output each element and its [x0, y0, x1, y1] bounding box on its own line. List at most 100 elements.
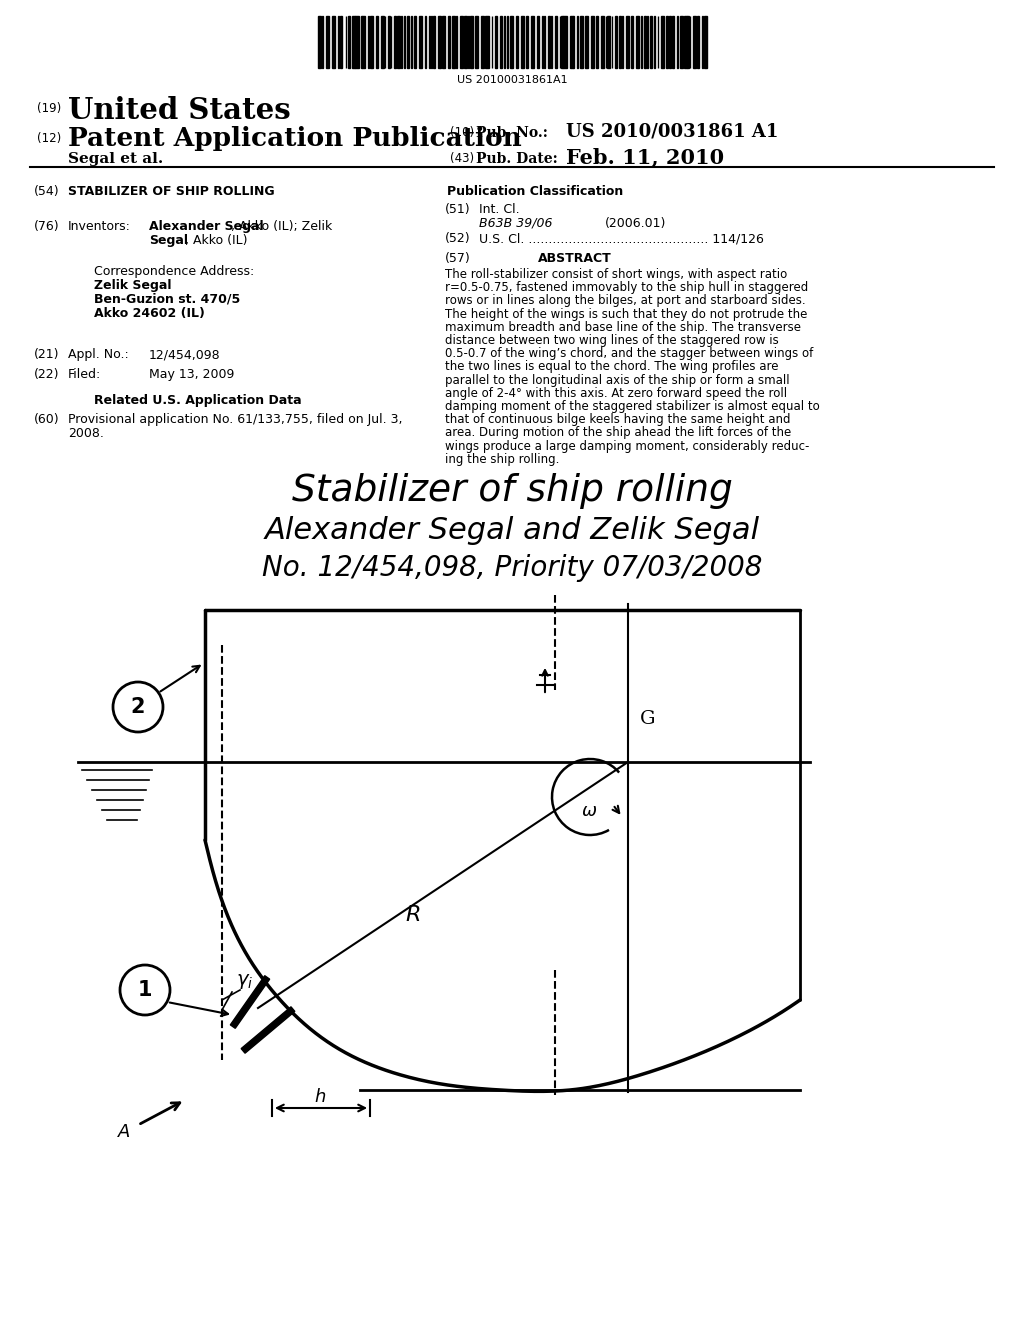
- Bar: [460, 16, 463, 69]
- Text: (57): (57): [445, 252, 471, 265]
- Text: area. During motion of the ship ahead the lift forces of the: area. During motion of the ship ahead th…: [445, 426, 792, 440]
- Text: US 20100031861A1: US 20100031861A1: [457, 75, 567, 84]
- Bar: [433, 16, 435, 69]
- Bar: [376, 16, 379, 69]
- Text: No. 12/454,098, Priority 07/03/2008: No. 12/454,098, Priority 07/03/2008: [262, 554, 762, 582]
- Text: G: G: [640, 710, 655, 729]
- Text: Int. Cl.: Int. Cl.: [479, 203, 519, 216]
- Text: Publication Classification: Publication Classification: [446, 185, 624, 198]
- Bar: [362, 16, 366, 69]
- Bar: [464, 16, 467, 69]
- Bar: [561, 16, 563, 69]
- Text: angle of 2-4° with this axis. At zero forward speed the roll: angle of 2-4° with this axis. At zero fo…: [445, 387, 787, 400]
- Text: 12/454,098: 12/454,098: [150, 348, 220, 360]
- Text: Filed:: Filed:: [68, 368, 101, 381]
- Text: Pub. No.:: Pub. No.:: [476, 125, 548, 140]
- Bar: [481, 16, 484, 69]
- Bar: [388, 16, 390, 69]
- Text: (12): (12): [37, 132, 61, 145]
- Bar: [618, 16, 621, 69]
- Bar: [627, 16, 629, 69]
- Bar: [650, 16, 652, 69]
- Text: Segal et al.: Segal et al.: [68, 152, 163, 166]
- Text: 2008.: 2008.: [68, 426, 103, 440]
- Text: The roll-stabilizer consist of short wings, with aspect ratio: The roll-stabilizer consist of short win…: [445, 268, 787, 281]
- Bar: [680, 16, 683, 69]
- Bar: [510, 16, 513, 69]
- Text: Provisional application No. 61/133,755, filed on Jul. 3,: Provisional application No. 61/133,755, …: [68, 413, 402, 426]
- Text: Alexander Segal and Zelik Segal: Alexander Segal and Zelik Segal: [264, 516, 760, 545]
- Text: (51): (51): [445, 203, 471, 216]
- Text: STABILIZER OF SHIP ROLLING: STABILIZER OF SHIP ROLLING: [68, 185, 274, 198]
- Bar: [563, 16, 566, 69]
- Bar: [500, 16, 503, 69]
- Text: r=0.5-0.75, fastened immovably to the ship hull in staggered: r=0.5-0.75, fastened immovably to the sh…: [445, 281, 808, 294]
- Text: Appl. No.:: Appl. No.:: [68, 348, 129, 360]
- Bar: [526, 16, 527, 69]
- Bar: [530, 16, 534, 69]
- Bar: [548, 16, 550, 69]
- Bar: [381, 16, 384, 69]
- Text: Segal: Segal: [150, 234, 188, 247]
- Bar: [697, 16, 698, 69]
- Text: 0.5-0.7 of the wing’s chord, and the stagger between wings of: 0.5-0.7 of the wing’s chord, and the sta…: [445, 347, 813, 360]
- Bar: [340, 16, 342, 69]
- Text: The height of the wings is such that they do not protrude the: The height of the wings is such that the…: [445, 308, 807, 321]
- Text: the two lines is equal to the chord. The wing profiles are: the two lines is equal to the chord. The…: [445, 360, 778, 374]
- Text: parallel to the longitudinal axis of the ship or form a small: parallel to the longitudinal axis of the…: [445, 374, 790, 387]
- Text: (54): (54): [34, 185, 59, 198]
- Bar: [692, 16, 695, 69]
- Text: R: R: [406, 906, 421, 925]
- Text: Patent Application Publication: Patent Application Publication: [68, 125, 522, 150]
- Bar: [701, 16, 703, 69]
- Bar: [419, 16, 422, 69]
- Text: (2006.01): (2006.01): [605, 216, 667, 230]
- Polygon shape: [230, 975, 269, 1028]
- Bar: [585, 16, 588, 69]
- Text: , Akko (IL): , Akko (IL): [185, 234, 248, 247]
- Bar: [537, 16, 539, 69]
- Text: $\gamma_i$: $\gamma_i$: [236, 972, 253, 991]
- Bar: [447, 16, 451, 69]
- Bar: [470, 16, 473, 69]
- Bar: [507, 16, 508, 69]
- Text: Ben-Guzion st. 470/5: Ben-Guzion st. 470/5: [94, 293, 241, 306]
- Text: (43): (43): [450, 152, 474, 165]
- Bar: [596, 16, 598, 69]
- Text: ω: ω: [582, 803, 597, 820]
- Bar: [355, 16, 358, 69]
- Text: (52): (52): [445, 232, 471, 246]
- Text: Feb. 11, 2010: Feb. 11, 2010: [566, 147, 724, 168]
- Circle shape: [113, 682, 163, 733]
- Text: damping moment of the staggered stabilizer is almost equal to: damping moment of the staggered stabiliz…: [445, 400, 820, 413]
- Bar: [415, 16, 416, 69]
- Bar: [631, 16, 633, 69]
- Bar: [677, 16, 678, 69]
- Bar: [516, 16, 518, 69]
- Bar: [475, 16, 478, 69]
- Bar: [569, 16, 572, 69]
- Bar: [544, 16, 545, 69]
- Polygon shape: [242, 1007, 295, 1053]
- Bar: [370, 16, 373, 69]
- Bar: [438, 16, 439, 69]
- Text: (19): (19): [37, 102, 61, 115]
- Bar: [607, 16, 610, 69]
- Bar: [442, 16, 445, 69]
- Text: wings produce a large damping moment, considerably reduc-: wings produce a large damping moment, co…: [445, 440, 809, 453]
- Bar: [452, 16, 455, 69]
- Bar: [687, 16, 689, 69]
- Bar: [456, 16, 457, 69]
- Text: US 2010/0031861 A1: US 2010/0031861 A1: [566, 121, 778, 140]
- Text: Inventors:: Inventors:: [68, 220, 131, 234]
- Bar: [407, 16, 409, 69]
- Text: Pub. Date:: Pub. Date:: [476, 152, 558, 166]
- Text: Alexander Segal: Alexander Segal: [150, 220, 263, 234]
- Bar: [705, 16, 708, 69]
- Text: May 13, 2009: May 13, 2009: [150, 368, 234, 381]
- Text: 1: 1: [138, 979, 153, 1001]
- Text: B63B 39/06: B63B 39/06: [479, 216, 553, 230]
- Bar: [332, 16, 335, 69]
- Bar: [601, 16, 604, 69]
- Bar: [485, 16, 488, 69]
